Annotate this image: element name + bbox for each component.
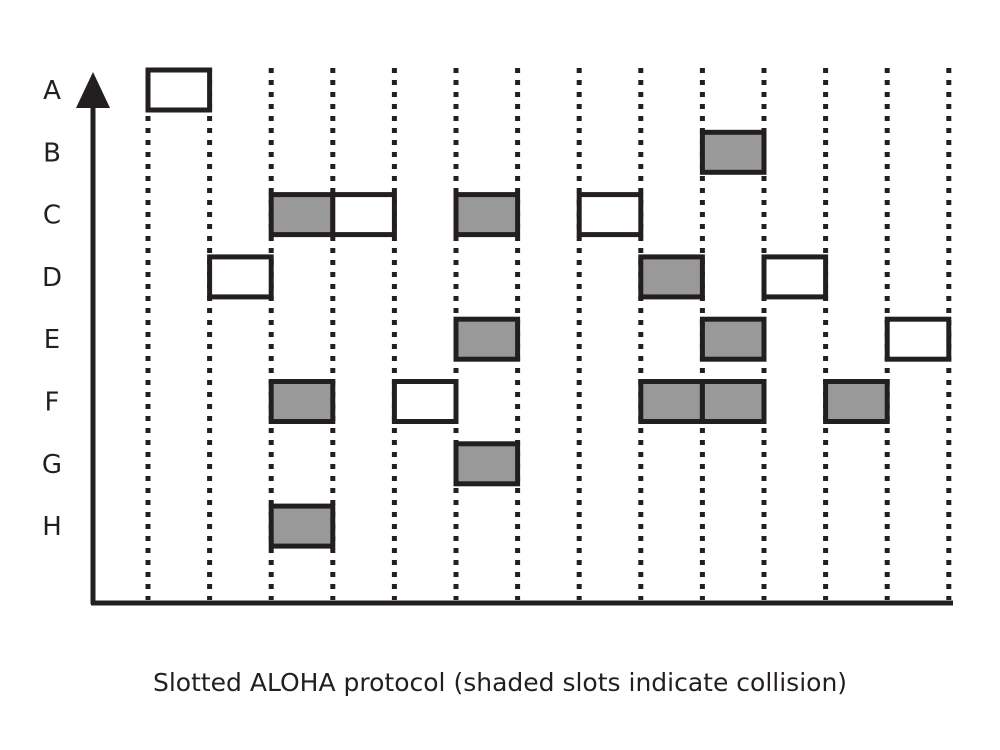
collision-frame-c-slot-5 — [453, 192, 521, 238]
successful-frame-f-slot-4 — [391, 379, 459, 424]
collision-frame-e-slot-9 — [699, 316, 767, 362]
collision-frame-d-slot-8 — [638, 254, 705, 300]
successful-frame-e-slot-12 — [884, 316, 952, 362]
station-label-b: B — [43, 138, 61, 168]
station-label-a: A — [43, 76, 61, 106]
successful-frame-d-slot-1 — [207, 254, 274, 300]
collision-frame-e-slot-5 — [453, 316, 521, 362]
collision-frame-h-slot-2 — [268, 503, 336, 549]
collision-frame-f-slot-11 — [823, 379, 890, 424]
successful-frame-a-slot-0 — [145, 67, 213, 113]
collision-frame-c-slot-2 — [268, 192, 336, 238]
station-label-e: E — [44, 325, 60, 355]
station-label-f: F — [45, 388, 60, 418]
station-label-d: D — [42, 263, 62, 293]
station-label-c: C — [43, 201, 61, 231]
slot-dividers — [145, 68, 952, 600]
collision-frame-b-slot-9 — [699, 129, 767, 175]
station-labels: A B C D E F G H — [42, 76, 62, 542]
successful-frame-c-slot-7 — [576, 192, 644, 238]
axes — [76, 72, 953, 606]
station-label-g: G — [42, 450, 62, 480]
collision-frame-g-slot-5 — [453, 441, 521, 487]
axis-arrowhead — [76, 72, 110, 108]
collision-frame-f-slot-2 — [268, 379, 336, 424]
diagram-caption: Slotted ALOHA protocol (shaded slots ind… — [152, 668, 848, 697]
station-label-h: H — [42, 512, 62, 542]
collision-frame-f-slot-8 — [638, 379, 705, 424]
collision-frame-f-slot-9 — [699, 379, 767, 424]
successful-frame-d-slot-10 — [761, 254, 829, 300]
frame-boxes — [145, 67, 952, 549]
successful-frame-c-slot-3 — [330, 192, 397, 238]
